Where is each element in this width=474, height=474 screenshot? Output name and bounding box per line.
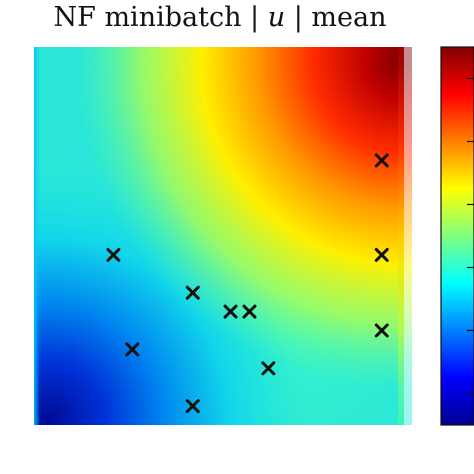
marker-point-1 [106, 247, 121, 262]
marker-point-9 [374, 247, 389, 262]
marker-point-5 [223, 304, 238, 319]
marker-point-8 [374, 153, 389, 168]
colorbar-gradient [440, 46, 474, 426]
marker-point-10 [374, 323, 389, 338]
marker-point-3 [185, 285, 200, 300]
chart-title: NF minibatch | u | mean [0, 2, 440, 33]
marker-point-2 [125, 342, 140, 357]
heatmap-field [34, 47, 412, 425]
colorbar-ticks [467, 77, 474, 395]
title-variable: u [267, 2, 286, 33]
title-prefix: NF minibatch | [53, 2, 268, 33]
colorbar [440, 46, 474, 426]
marker-point-4 [185, 399, 200, 414]
title-suffix: | mean [285, 2, 387, 33]
observation-markers [106, 153, 389, 414]
marker-point-6 [242, 304, 257, 319]
marker-point-7 [261, 361, 276, 376]
